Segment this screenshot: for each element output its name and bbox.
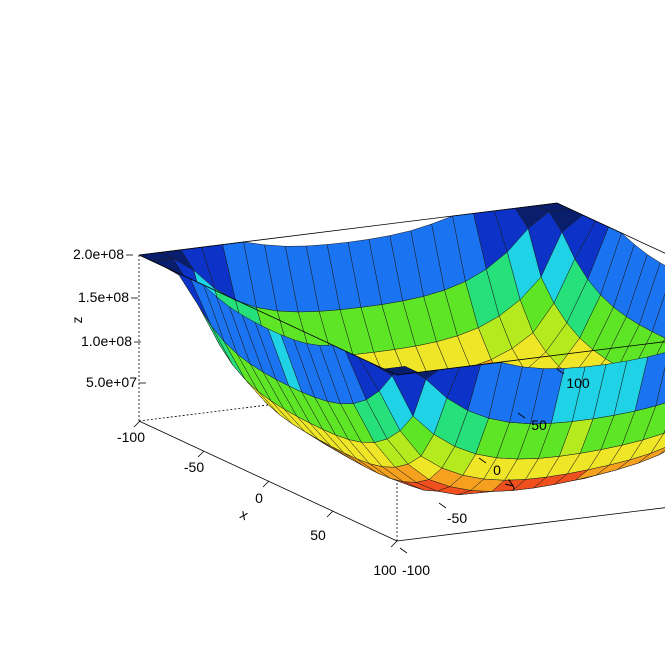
y-tick-label: 100 — [566, 375, 590, 391]
x-tick-label: 50 — [310, 527, 326, 543]
y-tick-label: -50 — [447, 510, 467, 526]
box-edge — [556, 202, 665, 254]
x-tick-label: -50 — [184, 459, 204, 475]
y-tick-label: -100 — [402, 562, 430, 578]
x-axis: -100 -50 0 50 100 x — [117, 420, 398, 578]
x-tick — [262, 480, 270, 488]
x-tick-label: 100 — [373, 562, 397, 578]
z-tick-label: 1.5e+08 — [78, 289, 129, 305]
y-axis: -100 -50 0 50 100 y — [399, 368, 590, 578]
z-tick-label: 1.0e+08 — [81, 333, 132, 349]
y-tick — [478, 457, 487, 464]
z-tick-label: 2.0e+08 — [73, 246, 124, 262]
box-edge — [396, 507, 665, 542]
surface-mesh — [138, 202, 665, 496]
y-tick — [556, 368, 565, 375]
y-tick — [517, 412, 526, 419]
z-axis-title: z — [69, 317, 85, 324]
x-tick-label: 0 — [255, 490, 263, 506]
box-outline — [138, 202, 665, 542]
y-tick — [438, 502, 447, 509]
y-tick — [399, 547, 408, 554]
x-tick — [197, 450, 205, 458]
x-tick-label: -100 — [117, 429, 145, 445]
box-edge — [138, 202, 558, 256]
y-tick-label: 0 — [493, 462, 501, 478]
x-axis-title: x — [238, 506, 251, 523]
x-tick — [326, 510, 334, 518]
y-tick-label: 50 — [531, 417, 547, 433]
box-edge — [138, 254, 398, 376]
z-tick-label: 5.0e+07 — [86, 374, 137, 390]
z-axis: 2.0e+08 1.5e+08 1.0e+08 5.0e+07 z — [69, 246, 146, 390]
x-tick — [133, 420, 141, 428]
x-tick — [390, 540, 398, 548]
box-edge — [138, 420, 398, 542]
box-edge — [396, 341, 665, 376]
